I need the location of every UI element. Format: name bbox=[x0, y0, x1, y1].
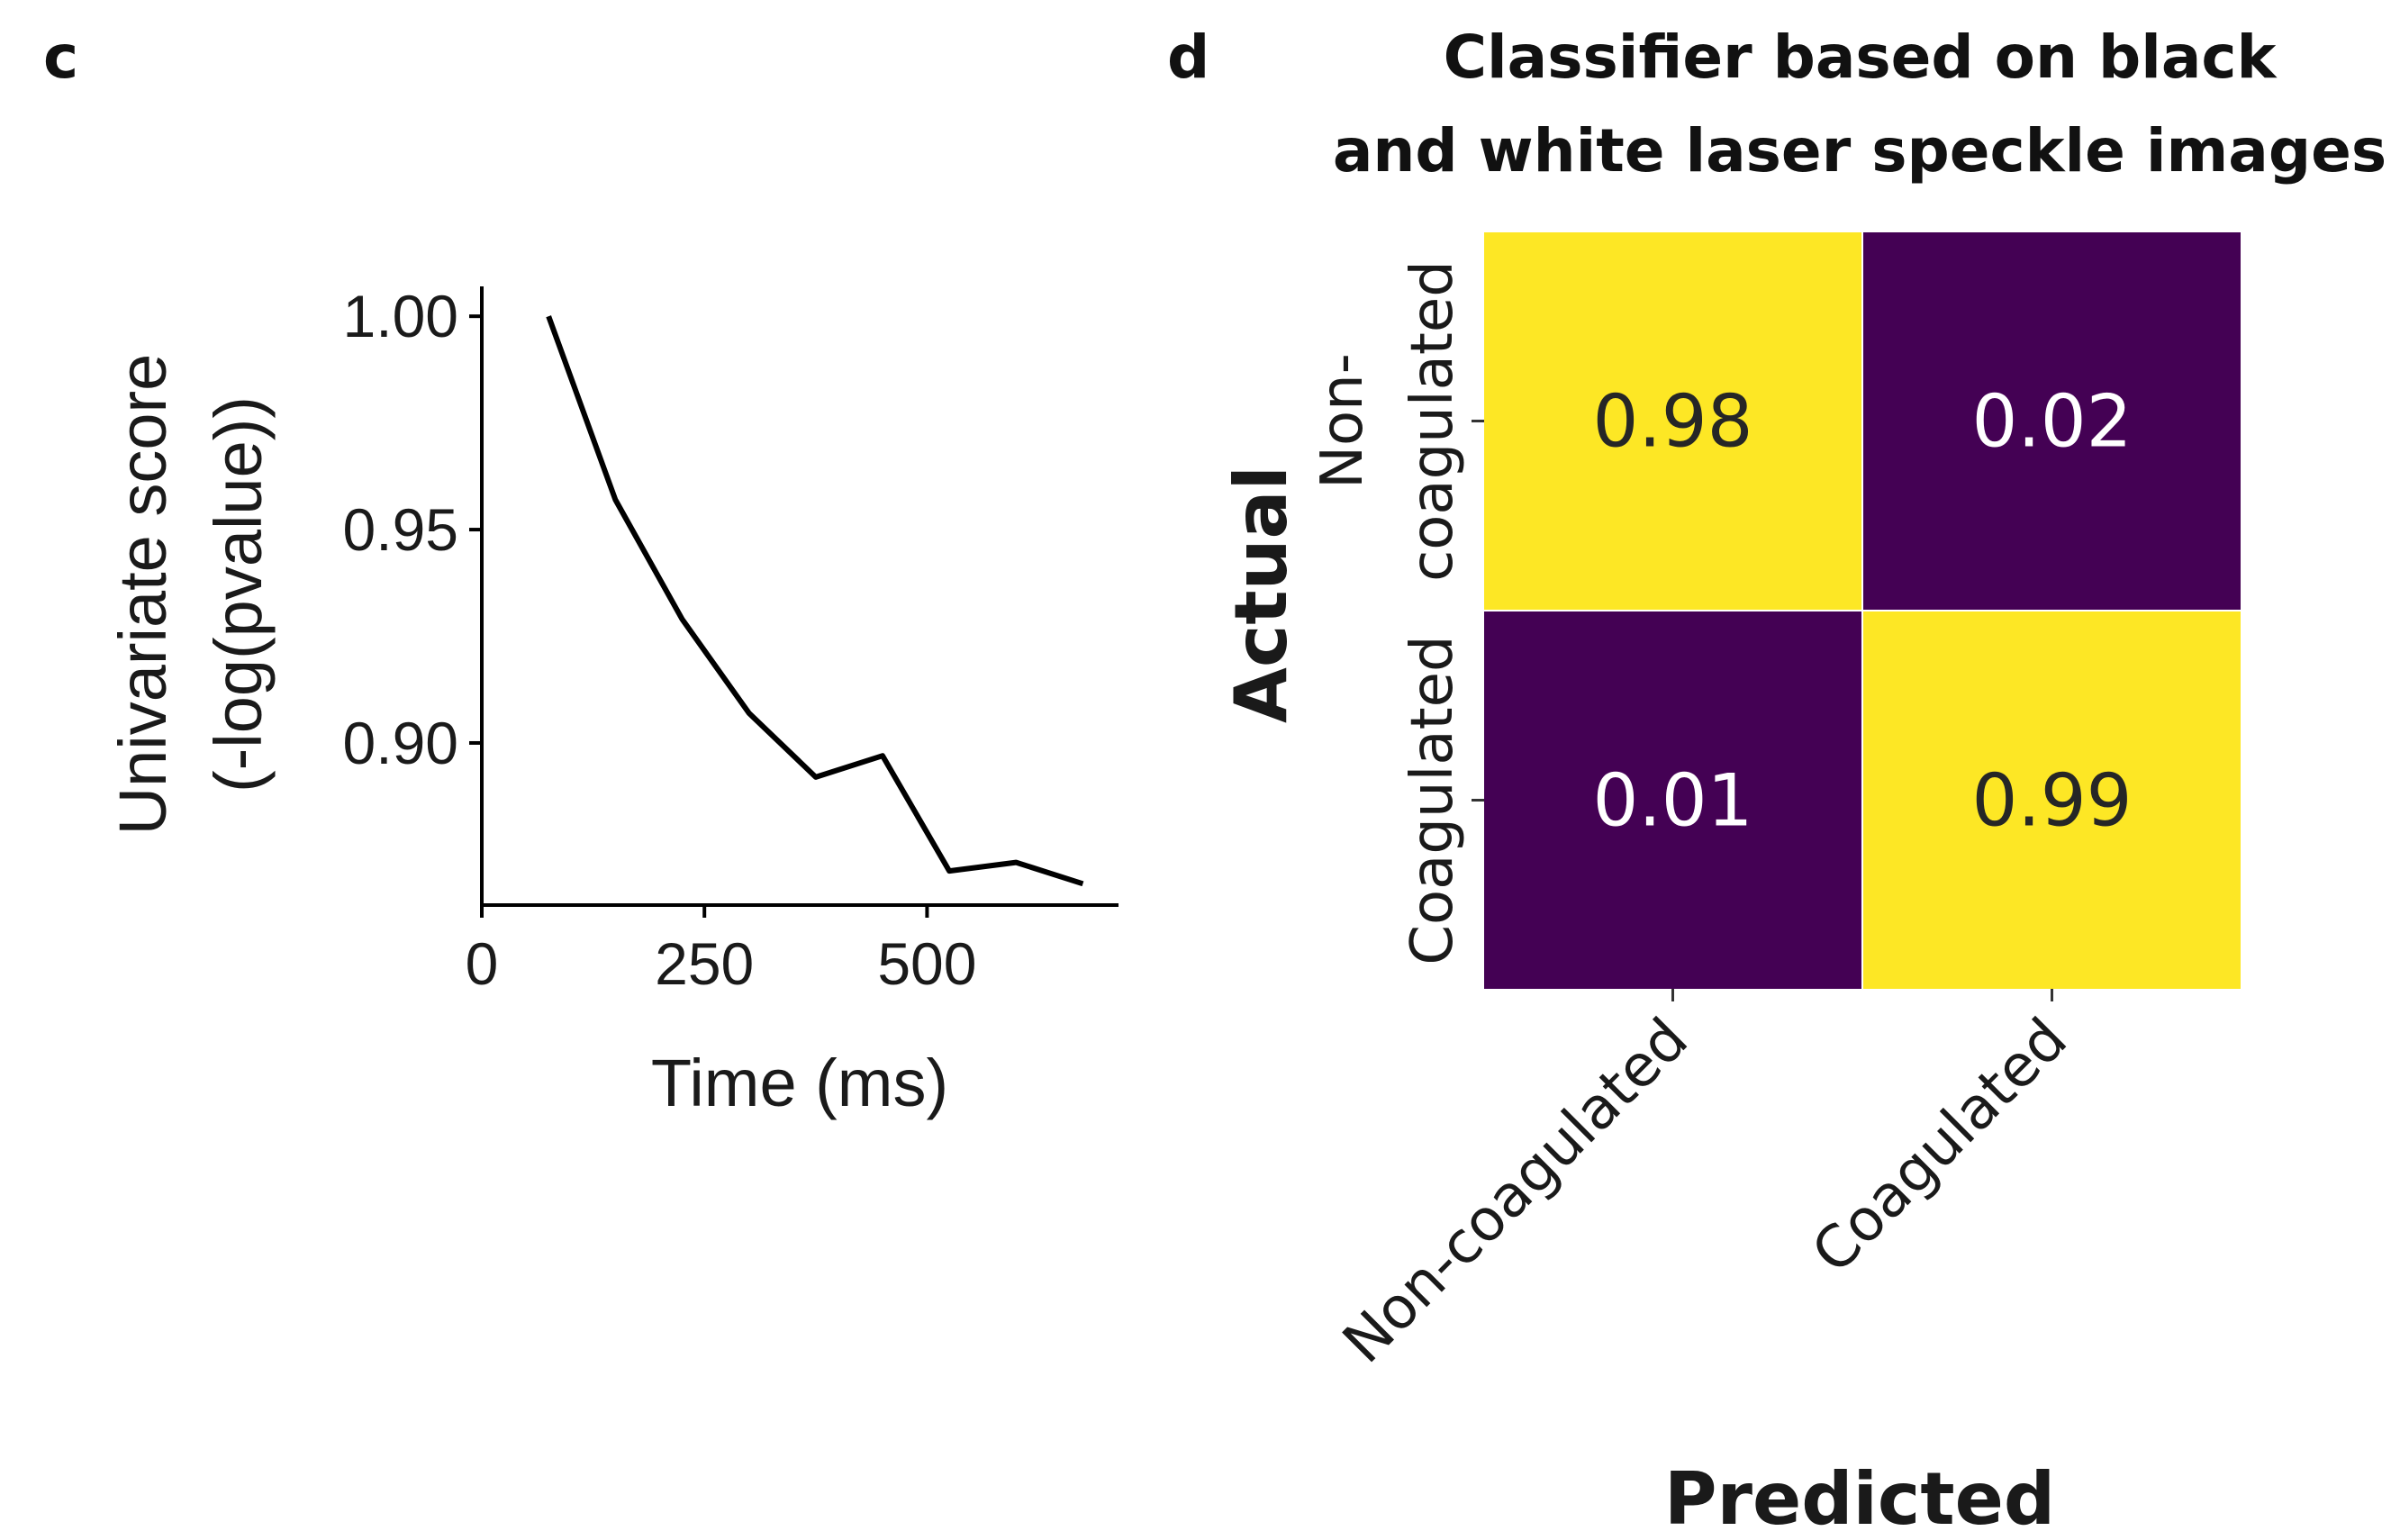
y-ticks: 0.90 0.95 1.00 bbox=[343, 283, 482, 776]
x-tick-label: Coagulated bbox=[1799, 1006, 2079, 1286]
x-tick-label: Non-coagulated bbox=[1331, 1006, 1701, 1376]
matrix-ticks bbox=[1472, 420, 2053, 1001]
panel-label-c: c bbox=[43, 23, 78, 92]
y-axis-label-line1: Univariate score bbox=[105, 354, 180, 836]
y-axis-label-line2: (-log(pvalue)) bbox=[201, 396, 276, 793]
x-ticks: 0 250 500 bbox=[466, 905, 976, 997]
y-tick-labels: Non-coagulated Coagulated bbox=[1309, 260, 1466, 965]
y-tick-label-line1: Coagulated bbox=[1399, 635, 1466, 965]
data-points bbox=[548, 316, 1083, 884]
x-axis-label: Time (ms) bbox=[651, 1046, 948, 1120]
y-axis-label: Actual bbox=[1219, 466, 1303, 723]
panel-label-d: d bbox=[1167, 23, 1209, 92]
x-tick-label: 0 bbox=[466, 930, 499, 997]
cell-value: 0.99 bbox=[1971, 759, 2132, 843]
chart-title-line2: and white laser speckle images bbox=[1333, 116, 2386, 186]
matrix-cell bbox=[1484, 232, 1861, 610]
matrix-values: 0.98 0.02 0.01 0.99 bbox=[1592, 380, 2132, 843]
cell-value: 0.01 bbox=[1592, 759, 1752, 843]
x-tick-labels: Non-coagulated Coagulated bbox=[1331, 1006, 2080, 1376]
cell-value: 0.02 bbox=[1971, 380, 2132, 464]
x-tick-label: 250 bbox=[655, 930, 754, 997]
score-line bbox=[546, 315, 1084, 887]
confusion-matrix: Classifier based on black and white lase… bbox=[1219, 23, 2386, 1540]
x-tick-label: 500 bbox=[877, 930, 976, 997]
y-tick-label: 1.00 bbox=[343, 283, 458, 349]
y-tick-label: 0.90 bbox=[343, 710, 458, 776]
y-tick-label-line1: Non- bbox=[1309, 353, 1376, 489]
matrix-cell bbox=[1484, 611, 1861, 989]
matrix-cell bbox=[1863, 232, 2241, 610]
matrix-cell bbox=[1863, 611, 2241, 989]
chart-title-line1: Classifier based on black bbox=[1444, 23, 2278, 92]
x-axis-label: Predicted bbox=[1664, 1457, 2055, 1540]
y-tick-label-line2: coagulated bbox=[1399, 260, 1466, 582]
matrix-cells bbox=[1484, 232, 2241, 989]
y-tick-label: 0.95 bbox=[343, 496, 458, 563]
cell-value: 0.98 bbox=[1592, 380, 1752, 464]
line-chart: 0.90 0.95 1.00 0 250 500 Time (ms) Univariat… bbox=[105, 283, 1119, 1120]
